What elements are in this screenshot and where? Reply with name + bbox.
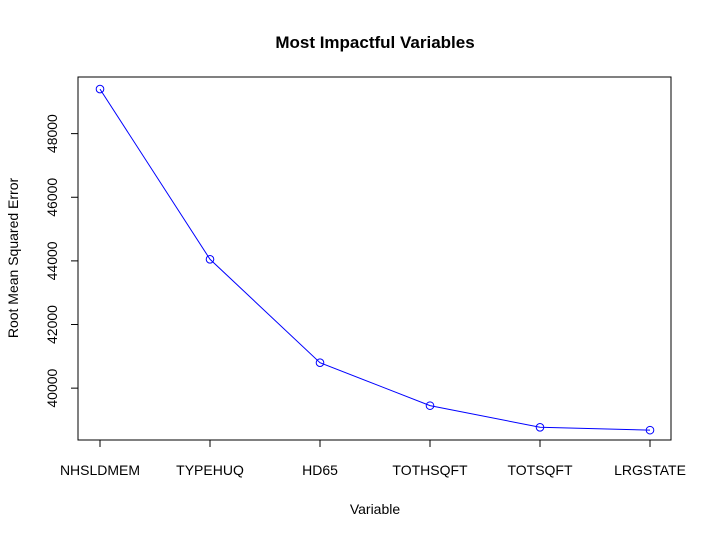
series-line <box>99 88 651 431</box>
x-tick-label: HD65 <box>302 462 338 478</box>
data-point <box>645 425 655 435</box>
data-point <box>95 84 105 94</box>
x-tick-label: TYPEHUQ <box>176 462 244 478</box>
data-point <box>205 254 215 264</box>
data-points <box>95 84 655 435</box>
chart-title: Most Impactful Variables <box>275 33 474 52</box>
data-point <box>315 358 325 367</box>
x-axis: NHSLDMEM TYPEHUQ HD65 TOTHSQFT TOTSQFT LRGSTA… <box>60 439 686 478</box>
x-tick-label: NHSLDMEM <box>60 462 140 478</box>
x-tick-label: LRGSTATE <box>614 462 686 478</box>
y-axis-label: Root Mean Squared Error <box>5 178 21 339</box>
x-tick-label: TOTSQFT <box>507 462 573 478</box>
y-axis: 40000 42000 44000 46000 48000 <box>44 114 79 408</box>
y-tick-label: 46000 <box>44 178 60 217</box>
y-tick-label: 40000 <box>44 368 60 407</box>
data-point <box>535 422 545 432</box>
y-tick-label: 48000 <box>44 114 60 153</box>
x-axis-label: Variable <box>350 501 401 517</box>
x-tick-label: TOTHSQFT <box>392 462 468 478</box>
plot-frame <box>77 76 672 441</box>
y-tick-label: 44000 <box>44 241 60 280</box>
y-tick-label: 42000 <box>44 305 60 344</box>
data-point <box>425 401 435 410</box>
